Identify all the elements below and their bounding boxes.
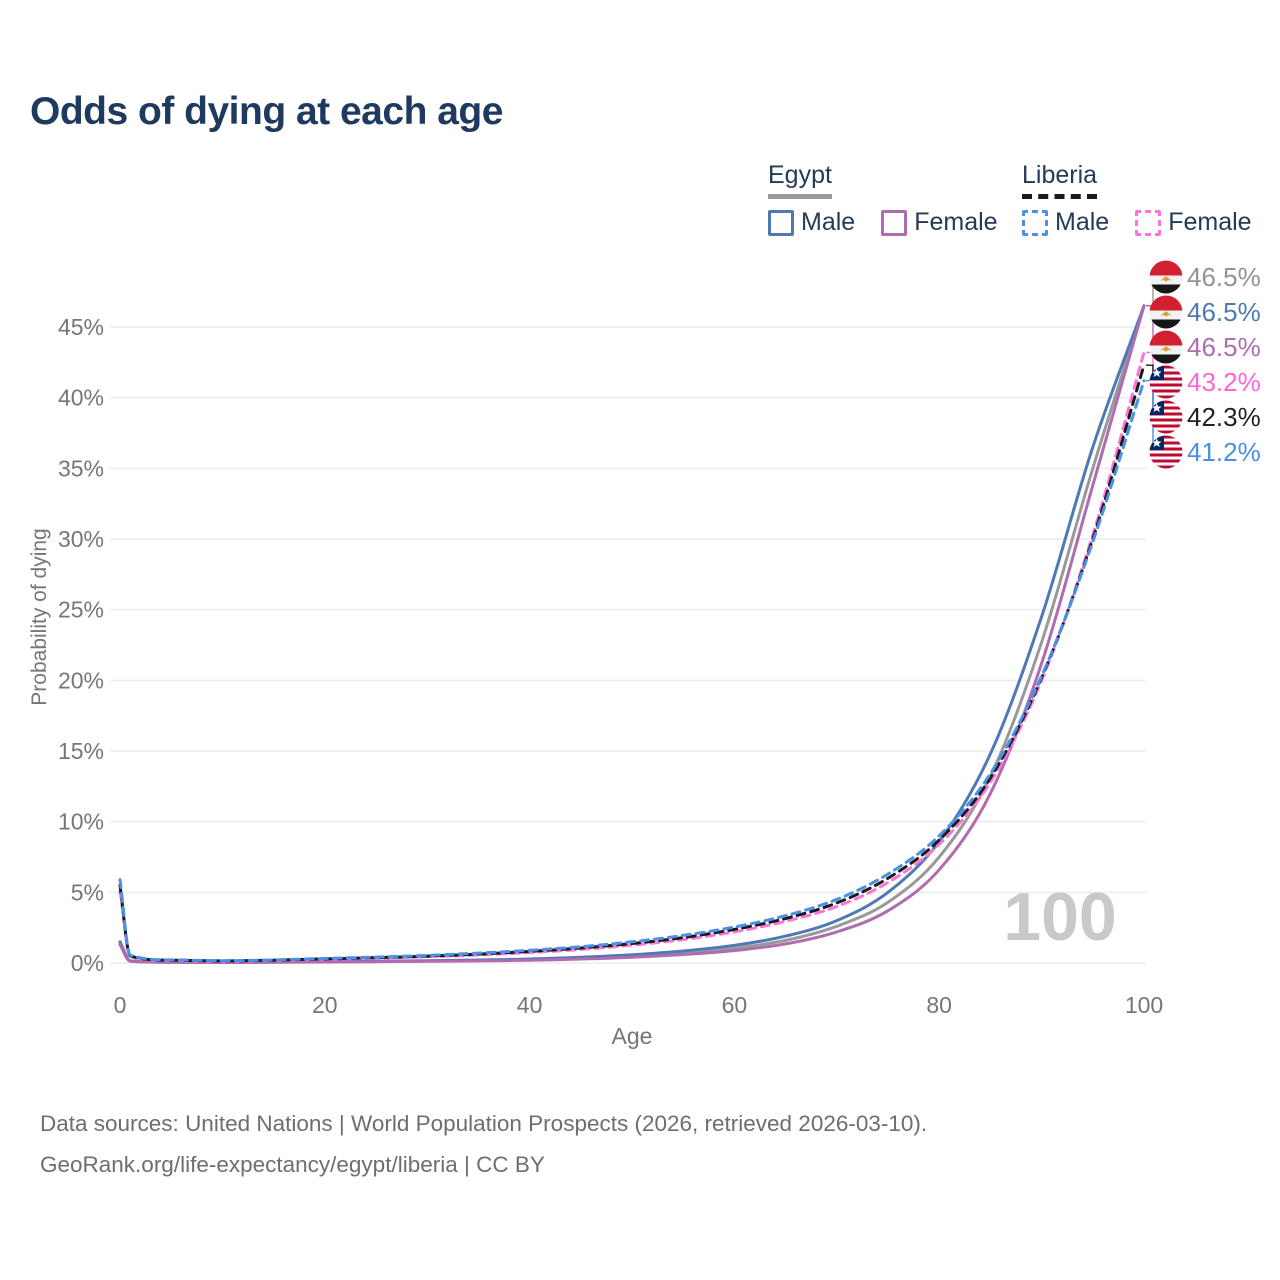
gridlines-layer [110, 326, 1146, 964]
legend-items-egypt: Male Female [768, 208, 998, 237]
y-tick-label: 5% [71, 879, 104, 905]
end-labels-layer: 46.5% 46.5% 46.5% 43.2% 42.3% 41.2% [1150, 261, 1261, 469]
legend-items-liberia: Male Female [1022, 208, 1252, 237]
attribution-line: GeoRank.org/life-expectancy/egypt/liberi… [40, 1151, 545, 1177]
end-label-liberia-female: 43.2% [1187, 367, 1261, 397]
liberia-male-swatch-icon [1022, 209, 1048, 236]
legend-label-liberia-female: Female [1168, 208, 1252, 236]
axes-layer: 0% 5% 10% 15% 20% 25% 30% 35% 40% 45% 0 20 40 60 80 100… [28, 314, 1163, 1049]
x-tick-label: 80 [926, 992, 952, 1018]
line-liberia-both [118, 363, 1146, 963]
page-title: Odds of dying at each age [30, 90, 503, 133]
data-sources-line: Data sources: United Nations | World Pop… [40, 1111, 928, 1136]
line-egypt-female [118, 304, 1146, 964]
liberia-flag-icon [1150, 436, 1183, 469]
line-liberia-male [118, 379, 1146, 963]
end-label-egypt-male: 46.5% [1187, 297, 1261, 327]
legend-item-egypt-female[interactable]: Female [881, 208, 998, 237]
series-lines-layer [118, 304, 1146, 964]
x-tick-label: 40 [517, 992, 543, 1018]
egypt-male-swatch-icon [768, 209, 794, 236]
egypt-female-swatch-icon [881, 209, 908, 236]
y-tick-label: 40% [58, 385, 104, 411]
line-egypt-both [118, 304, 1146, 964]
y-tick-label: 20% [58, 667, 104, 693]
line-liberia-female [118, 350, 1146, 963]
end-label-liberia-both: 42.3% [1187, 402, 1261, 432]
y-tick-label: 15% [58, 738, 104, 764]
legend-group-liberia: Liberia Male Female [1022, 161, 1252, 237]
legend-item-egypt-male[interactable]: Male [768, 208, 855, 237]
end-label-liberia-male: 41.2% [1187, 437, 1261, 467]
legend-label-liberia-male: Male [1055, 208, 1110, 236]
legend-item-liberia-male[interactable]: Male [1022, 208, 1109, 237]
egypt-flag-icon [1150, 331, 1183, 364]
x-axis-title: Age [612, 1023, 653, 1049]
liberia-flag-icon [1150, 366, 1183, 399]
y-tick-label: 45% [58, 314, 104, 340]
y-tick-label: 10% [58, 809, 104, 835]
y-tick-label: 35% [58, 455, 104, 481]
age-watermark: 100 [1003, 879, 1116, 955]
liberia-flag-icon [1150, 401, 1183, 434]
end-label-egypt-female: 46.5% [1187, 332, 1261, 362]
y-tick-label: 0% [71, 950, 104, 976]
legend-country-liberia[interactable]: Liberia [1022, 161, 1098, 199]
liberia-female-swatch-icon [1135, 209, 1162, 236]
egypt-flag-icon [1150, 296, 1183, 329]
legend-item-liberia-female[interactable]: Female [1135, 208, 1252, 237]
line-egypt-male [118, 304, 1146, 964]
x-tick-label: 100 [1125, 992, 1163, 1018]
legend-country-egypt[interactable]: Egypt [768, 161, 832, 199]
x-tick-label: 0 [114, 992, 127, 1018]
y-tick-label: 25% [58, 597, 104, 623]
end-label-egypt-both: 46.5% [1187, 262, 1261, 292]
x-tick-label: 20 [312, 992, 338, 1018]
y-tick-label: 30% [58, 526, 104, 552]
legend-group-egypt: Egypt Male Female [768, 161, 998, 237]
source-footer: Data sources: United Nations | World Pop… [40, 1104, 927, 1186]
x-tick-label: 60 [722, 992, 748, 1018]
legend-label-egypt-female: Female [914, 208, 998, 236]
legend-label-egypt-male: Male [801, 208, 856, 236]
watermark-layer: 100 [1003, 879, 1116, 955]
y-axis-title: Probability of dying [28, 528, 51, 705]
egypt-flag-icon [1150, 261, 1183, 294]
